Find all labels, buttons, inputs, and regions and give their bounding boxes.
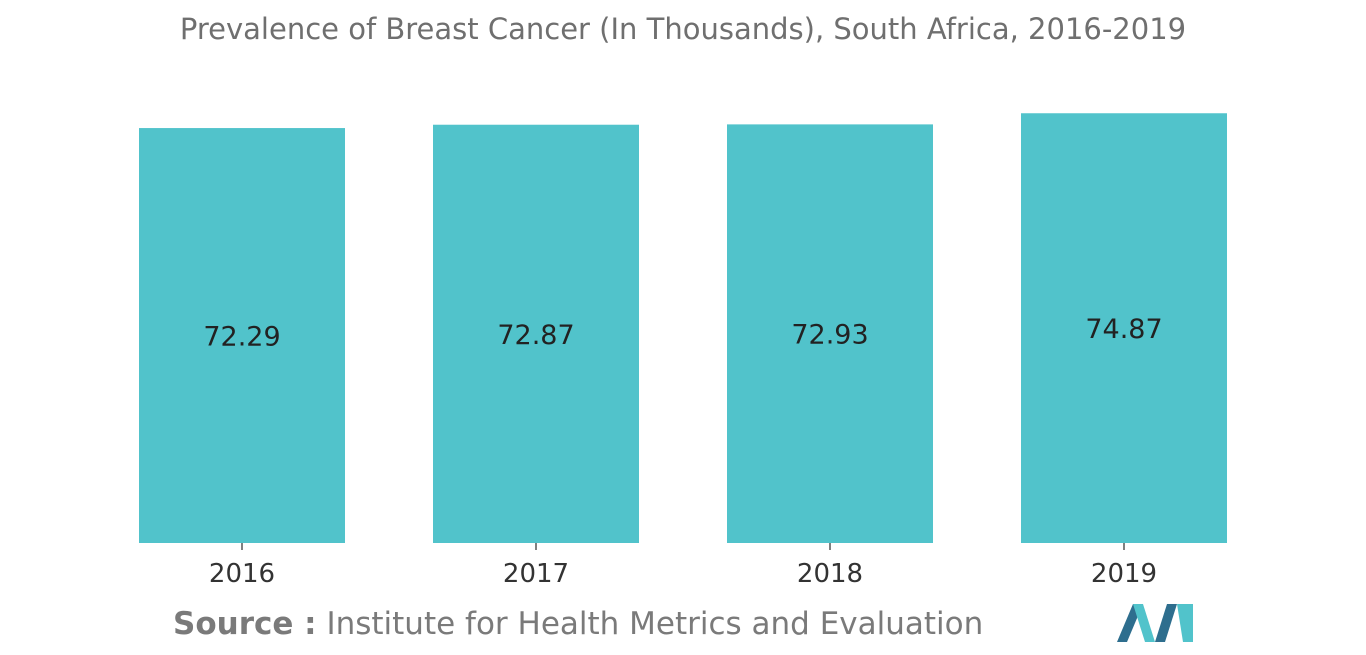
bar-2018 (727, 124, 933, 543)
bar-2019 (1021, 113, 1227, 543)
mordor-intelligence-logo-icon (1117, 604, 1193, 646)
data-label-2018: 72.93 (791, 320, 868, 351)
source-text: Institute for Health Metrics and Evaluat… (326, 606, 984, 642)
data-label-2016: 72.29 (203, 322, 280, 353)
bar-chart: 72.29 72.87 72.93 74.87 2016 2017 2018 2019 (139, 113, 1227, 589)
source-label: Source : (173, 606, 317, 642)
x-axis-ticks: 2016 2017 2018 2019 (209, 543, 1157, 589)
data-labels-layer: 72.29 72.87 72.93 74.87 (203, 314, 1162, 352)
x-tick-label-2019: 2019 (1091, 559, 1157, 589)
data-label-2017: 72.87 (497, 320, 574, 351)
bar-2016 (139, 128, 345, 543)
x-tick-label-2018: 2018 (797, 559, 863, 589)
bar-2017 (433, 124, 639, 543)
source-note: Source : Institute for Health Metrics an… (173, 606, 983, 642)
x-tick-label-2016: 2016 (209, 559, 275, 589)
chart-title: Prevalence of Breast Cancer (In Thousand… (179, 12, 1187, 46)
data-label-2019: 74.87 (1085, 314, 1162, 345)
bars-layer (139, 113, 1227, 543)
x-tick-label-2017: 2017 (503, 559, 569, 589)
